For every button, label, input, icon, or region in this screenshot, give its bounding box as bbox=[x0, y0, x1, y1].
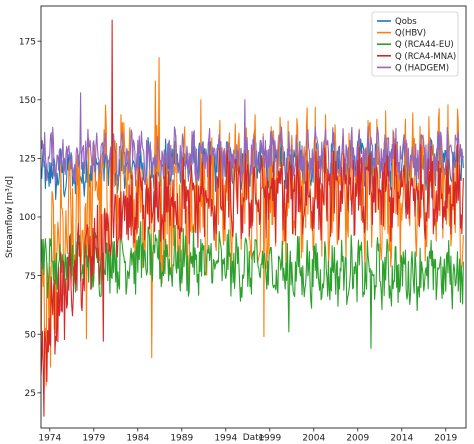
y-tick-label: 75 bbox=[25, 272, 36, 282]
x-tick-label: 1984 bbox=[126, 434, 149, 444]
x-tick-label: 2004 bbox=[302, 434, 325, 444]
x-tick-label: 1979 bbox=[82, 434, 105, 444]
legend-label: Q (HADGEM) bbox=[395, 63, 449, 73]
x-tick-label: 1994 bbox=[214, 434, 237, 444]
plot-lines bbox=[41, 19, 464, 417]
y-tick-label: 25 bbox=[25, 389, 36, 399]
x-axis-title: Date bbox=[243, 433, 265, 443]
x-tick-label: 1989 bbox=[170, 434, 193, 444]
x-tick-label: 2009 bbox=[346, 434, 369, 444]
y-tick-label: 125 bbox=[19, 155, 36, 165]
x-axis: 1974 1979 1984 1989 1994 1999 2004 2009 2014 2019 bbox=[38, 428, 457, 444]
series-line-2 bbox=[41, 221, 464, 349]
y-tick-label: 100 bbox=[19, 213, 36, 223]
legend-label: Q (RCA44-EU) bbox=[395, 40, 454, 50]
legend-label: Q(HBV) bbox=[395, 29, 426, 39]
series-line-3 bbox=[41, 19, 464, 417]
legend: Qobs Q(HBV)Q (RCA44-EU) Q (RCA4-MNA)Q (HAD… bbox=[371, 11, 459, 77]
legend-box bbox=[371, 11, 459, 77]
y-axis: 25 50 75 100 125 150 175 bbox=[19, 37, 41, 399]
x-tick-label: 1999 bbox=[258, 434, 281, 444]
legend-label: Qobs bbox=[395, 17, 417, 27]
y-tick-label: 150 bbox=[19, 96, 36, 106]
y-tick-label: 175 bbox=[19, 37, 36, 47]
y-tick-label: 50 bbox=[25, 330, 37, 340]
legend-label: Q (RCA4-MNA) bbox=[395, 52, 456, 62]
x-tick-label: 2019 bbox=[434, 434, 457, 444]
x-tick-label: 1974 bbox=[38, 434, 61, 444]
x-tick-label: 2014 bbox=[390, 434, 413, 444]
y-axis-title: Streamflow [m³/d] bbox=[5, 176, 15, 258]
